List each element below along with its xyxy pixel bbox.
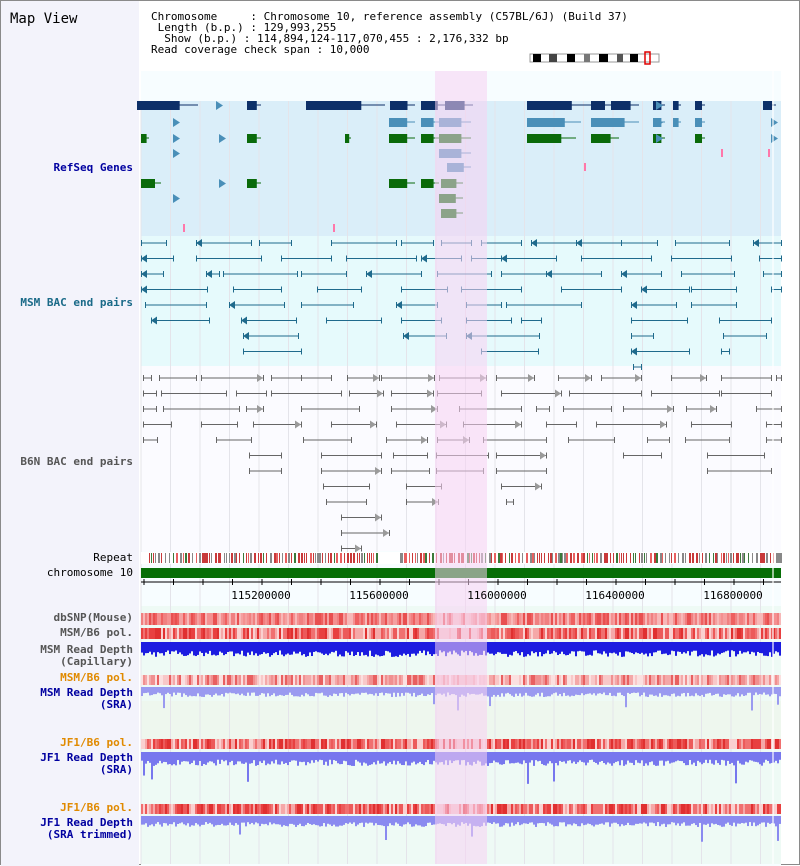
info-line-chromosome: Chromosome : Chromosome 10, reference as…: [151, 10, 628, 23]
info-line-coverage: Read coverage check span : 10,000: [151, 43, 370, 56]
track-label-jf1-depth-sra[interactable]: JF1 Read Depth (SRA): [40, 751, 133, 776]
track-label-dbsnp[interactable]: dbSNP(Mouse): [53, 611, 133, 624]
axis-tick-label: 116400000: [585, 589, 645, 602]
gene-strand-arrow: [216, 101, 223, 110]
track-label-msm-bac[interactable]: MSM BAC end pairs: [20, 296, 133, 309]
gene-exon: [141, 134, 147, 143]
gene-marker: [183, 224, 185, 232]
gene-exon: [591, 118, 625, 127]
gene-marker: [333, 224, 335, 232]
gene-marker: [768, 149, 770, 157]
gene-exon: [141, 179, 155, 188]
map-view-title: Map View: [10, 11, 78, 27]
gene-exon: [389, 179, 408, 188]
gene-exon: [247, 101, 257, 110]
gene-exon: [527, 118, 565, 127]
gene-exon: [763, 101, 773, 110]
axis-tick-label: 115600000: [349, 589, 409, 602]
track-label-msm-depth-capillary[interactable]: MSM Read Depth (Capillary): [40, 643, 133, 668]
gene-exon: [345, 134, 350, 143]
gene-exon: [591, 101, 605, 110]
gene-strand-arrow: [656, 101, 663, 110]
track-label-chromosome: chromosome 10: [46, 566, 133, 579]
chromosome-info: Chromosome : Chromosome 10, reference as…: [151, 11, 628, 55]
gene-exon: [421, 118, 434, 127]
gene-marker: [584, 163, 586, 171]
track-label-refseq-genes[interactable]: RefSeq Genes: [53, 161, 133, 174]
gene-strand-arrow: [173, 134, 180, 143]
gene-exon: [695, 101, 702, 110]
track-label-column: [1, 1, 139, 866]
gene-strand-arrow: [656, 134, 663, 143]
track-label-b6n-bac[interactable]: B6N BAC end pairs: [20, 455, 133, 468]
track-label-msm-b6-pol[interactable]: MSM/B6 pol.: [60, 626, 133, 639]
gene-marker: [721, 149, 723, 157]
gene-strand-arrow: [173, 194, 180, 203]
gene-exon: [695, 118, 702, 127]
track-label-msm-b6-pol-sra[interactable]: MSM/B6 pol.: [60, 671, 133, 684]
gene-exon: [247, 179, 257, 188]
track-label-repeat: Repeat: [93, 551, 133, 564]
info-line-length: Length (b.p.) : 129,993,255: [151, 21, 337, 34]
selected-region-highlight: [435, 71, 487, 864]
track-label-jf1-depth-trimmed[interactable]: JF1 Read Depth (SRA trimmed): [40, 816, 133, 841]
gene-exon: [389, 118, 408, 127]
axis-tick-label: 116800000: [703, 589, 763, 602]
gene-strand-arrow: [656, 118, 663, 127]
gene-exon: [137, 101, 180, 110]
track-label-jf1-b6-pol-trimmed[interactable]: JF1/B6 pol.: [60, 801, 133, 814]
gene-strand-arrow: [219, 134, 226, 143]
gene-exon: [306, 101, 362, 110]
axis-tick-label: 116000000: [467, 589, 527, 602]
gene-exon: [390, 101, 408, 110]
gene-strand-arrow: [173, 118, 180, 127]
gene-strand-arrow: [219, 179, 226, 188]
gene-exon: [673, 118, 679, 127]
track-label-jf1-b6-pol[interactable]: JF1/B6 pol.: [60, 736, 133, 749]
gene-strand-arrow: [173, 149, 180, 158]
gene-exon: [591, 134, 611, 143]
ideogram-body: [529, 53, 660, 63]
gene-exon: [421, 101, 438, 110]
gene-exon: [527, 134, 562, 143]
gene-exon: [421, 179, 434, 188]
gene-exon: [695, 134, 702, 143]
axis-tick-label: 115200000: [231, 589, 291, 602]
chromosome-ideogram[interactable]: [1, 1, 800, 71]
info-line-show: Show (b.p.) : 114,894,124-117,070,455 : …: [151, 32, 509, 45]
ideogram-region-marker: [644, 51, 651, 65]
gene-exon: [611, 101, 631, 110]
gene-exon: [527, 101, 572, 110]
gene-exon: [389, 134, 408, 143]
gene-exon: [421, 134, 434, 143]
gene-exon: [673, 101, 679, 110]
gene-exon: [247, 134, 257, 143]
track-label-msm-depth-sra[interactable]: MSM Read Depth (SRA): [40, 686, 133, 711]
